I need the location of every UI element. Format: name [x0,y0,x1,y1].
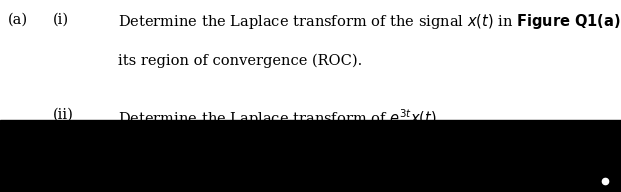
Text: its region of convergence (ROC).: its region of convergence (ROC). [118,54,362,68]
Text: Determine the Laplace transform of $e^{3t}x(t).$: Determine the Laplace transform of $e^{3… [118,108,441,129]
Bar [0,120,621,192]
Text: Determine the Laplace transform of the signal $\mathit{x}(\mathit{t})$ in $\math: Determine the Laplace transform of the s… [118,12,621,31]
Text: (i): (i) [53,12,69,26]
Text: (ii): (ii) [53,108,74,122]
Text: (a): (a) [8,12,28,26]
